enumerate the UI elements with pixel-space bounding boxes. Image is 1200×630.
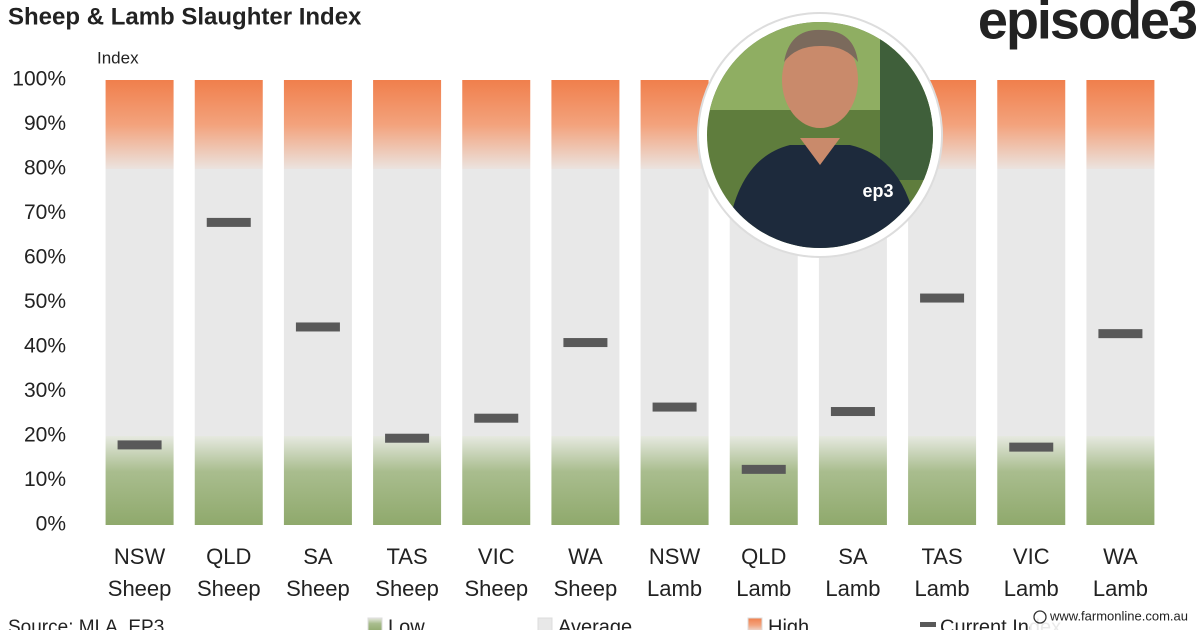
bar-segment — [818, 436, 887, 525]
x-tick-label: Lamb — [1093, 576, 1148, 601]
x-tick-label: QLD — [741, 544, 786, 569]
legend-item: High — [747, 616, 809, 630]
x-tick-label: Sheep — [286, 576, 350, 601]
bar-segment — [105, 436, 174, 525]
legend-label: High — [768, 616, 809, 630]
legend-label: Low — [388, 616, 425, 630]
y-tick-label: 70% — [24, 201, 66, 224]
bar-segment — [908, 436, 977, 525]
current-index-marker — [474, 413, 519, 423]
current-index-marker — [920, 293, 965, 303]
y-tick-label: 40% — [24, 335, 66, 358]
bar-segment — [194, 436, 263, 525]
watermark: www.farmonline.com.au — [1030, 606, 1200, 630]
bar-segment — [462, 436, 531, 525]
x-tick-label: SA — [838, 544, 868, 569]
legend-swatch — [920, 622, 936, 627]
bar-segment — [194, 80, 263, 169]
x-tick-label: Sheep — [554, 576, 618, 601]
x-tick-label: TAS — [922, 544, 963, 569]
current-index-marker — [830, 407, 875, 417]
x-tick-label: Sheep — [464, 576, 528, 601]
current-index-marker — [563, 338, 608, 348]
current-index-marker — [741, 464, 786, 474]
x-tick-label: Lamb — [915, 576, 970, 601]
current-index-marker — [1009, 442, 1054, 452]
photo: ep3 — [697, 12, 943, 258]
bar-segment — [640, 80, 709, 169]
y-tick-label: 60% — [24, 246, 66, 269]
x-tick-label: Sheep — [108, 576, 172, 601]
logo: episode3 — [978, 0, 1197, 50]
x-tick-label: VIC — [1013, 544, 1050, 569]
bar-segment — [997, 80, 1066, 169]
source: Source: MLA, EP3 — [8, 617, 164, 630]
x-tick-label: Lamb — [736, 576, 791, 601]
bar-segment — [283, 80, 352, 169]
x-tick-label: Sheep — [197, 576, 261, 601]
legend-item: Low — [367, 616, 425, 630]
current-index-marker — [1098, 329, 1143, 339]
y-tick-label: 50% — [24, 290, 66, 313]
svg-text:ep3: ep3 — [862, 181, 893, 201]
y-axis-label: Index — [97, 48, 139, 67]
x-tick-label: Lamb — [825, 576, 880, 601]
bar-segment — [373, 169, 442, 436]
legend-label: Average — [558, 616, 632, 630]
chart-title: Sheep & Lamb Slaughter Index — [8, 3, 362, 30]
x-tick-label: TAS — [387, 544, 428, 569]
y-tick-label: 90% — [24, 112, 66, 135]
bar-segment — [640, 169, 709, 436]
watermark-text: www.farmonline.com.au — [1049, 608, 1188, 623]
y-tick-label: 100% — [12, 68, 66, 91]
y-tick-label: 80% — [24, 157, 66, 180]
bar-segment — [997, 169, 1066, 436]
bar-segment — [373, 436, 442, 525]
legend-swatch — [537, 617, 553, 630]
bar-segment — [729, 436, 798, 525]
x-tick-label: WA — [568, 544, 603, 569]
bar-segment — [194, 169, 263, 436]
bar-segment — [462, 169, 531, 436]
x-tick-label: Lamb — [1004, 576, 1059, 601]
bar-segment — [283, 169, 352, 436]
x-tick-label: VIC — [478, 544, 515, 569]
x-tick-label: NSW — [649, 544, 701, 569]
x-tick-label: SA — [303, 544, 333, 569]
bar-segment — [551, 80, 620, 169]
legend-item: Average — [537, 616, 632, 630]
bar-segment — [462, 80, 531, 169]
y-tick-label: 30% — [24, 379, 66, 402]
bar-segment — [640, 436, 709, 525]
x-tick-label: NSW — [114, 544, 166, 569]
current-index-marker — [295, 322, 340, 332]
legend-swatch — [747, 617, 763, 630]
bar-segment — [551, 169, 620, 436]
bar-segment — [283, 436, 352, 525]
y-tick-label: 10% — [24, 468, 66, 491]
current-index-marker — [652, 402, 697, 412]
legend-swatch — [367, 617, 383, 630]
y-tick-label: 0% — [36, 513, 66, 536]
current-index-marker — [117, 440, 162, 450]
bar-segment — [105, 80, 174, 169]
bar-segment — [105, 169, 174, 436]
current-index-marker — [385, 433, 430, 443]
x-tick-label: QLD — [206, 544, 251, 569]
current-index-marker — [206, 217, 251, 227]
x-tick-label: WA — [1103, 544, 1138, 569]
x-tick-label: Sheep — [375, 576, 439, 601]
bar-segment — [1086, 436, 1155, 525]
y-tick-label: 20% — [24, 424, 66, 447]
bar-segment — [551, 436, 620, 525]
bar-segment — [1086, 169, 1155, 436]
bar-segment — [373, 80, 442, 169]
x-tick-label: Lamb — [647, 576, 702, 601]
bar-segment — [1086, 80, 1155, 169]
